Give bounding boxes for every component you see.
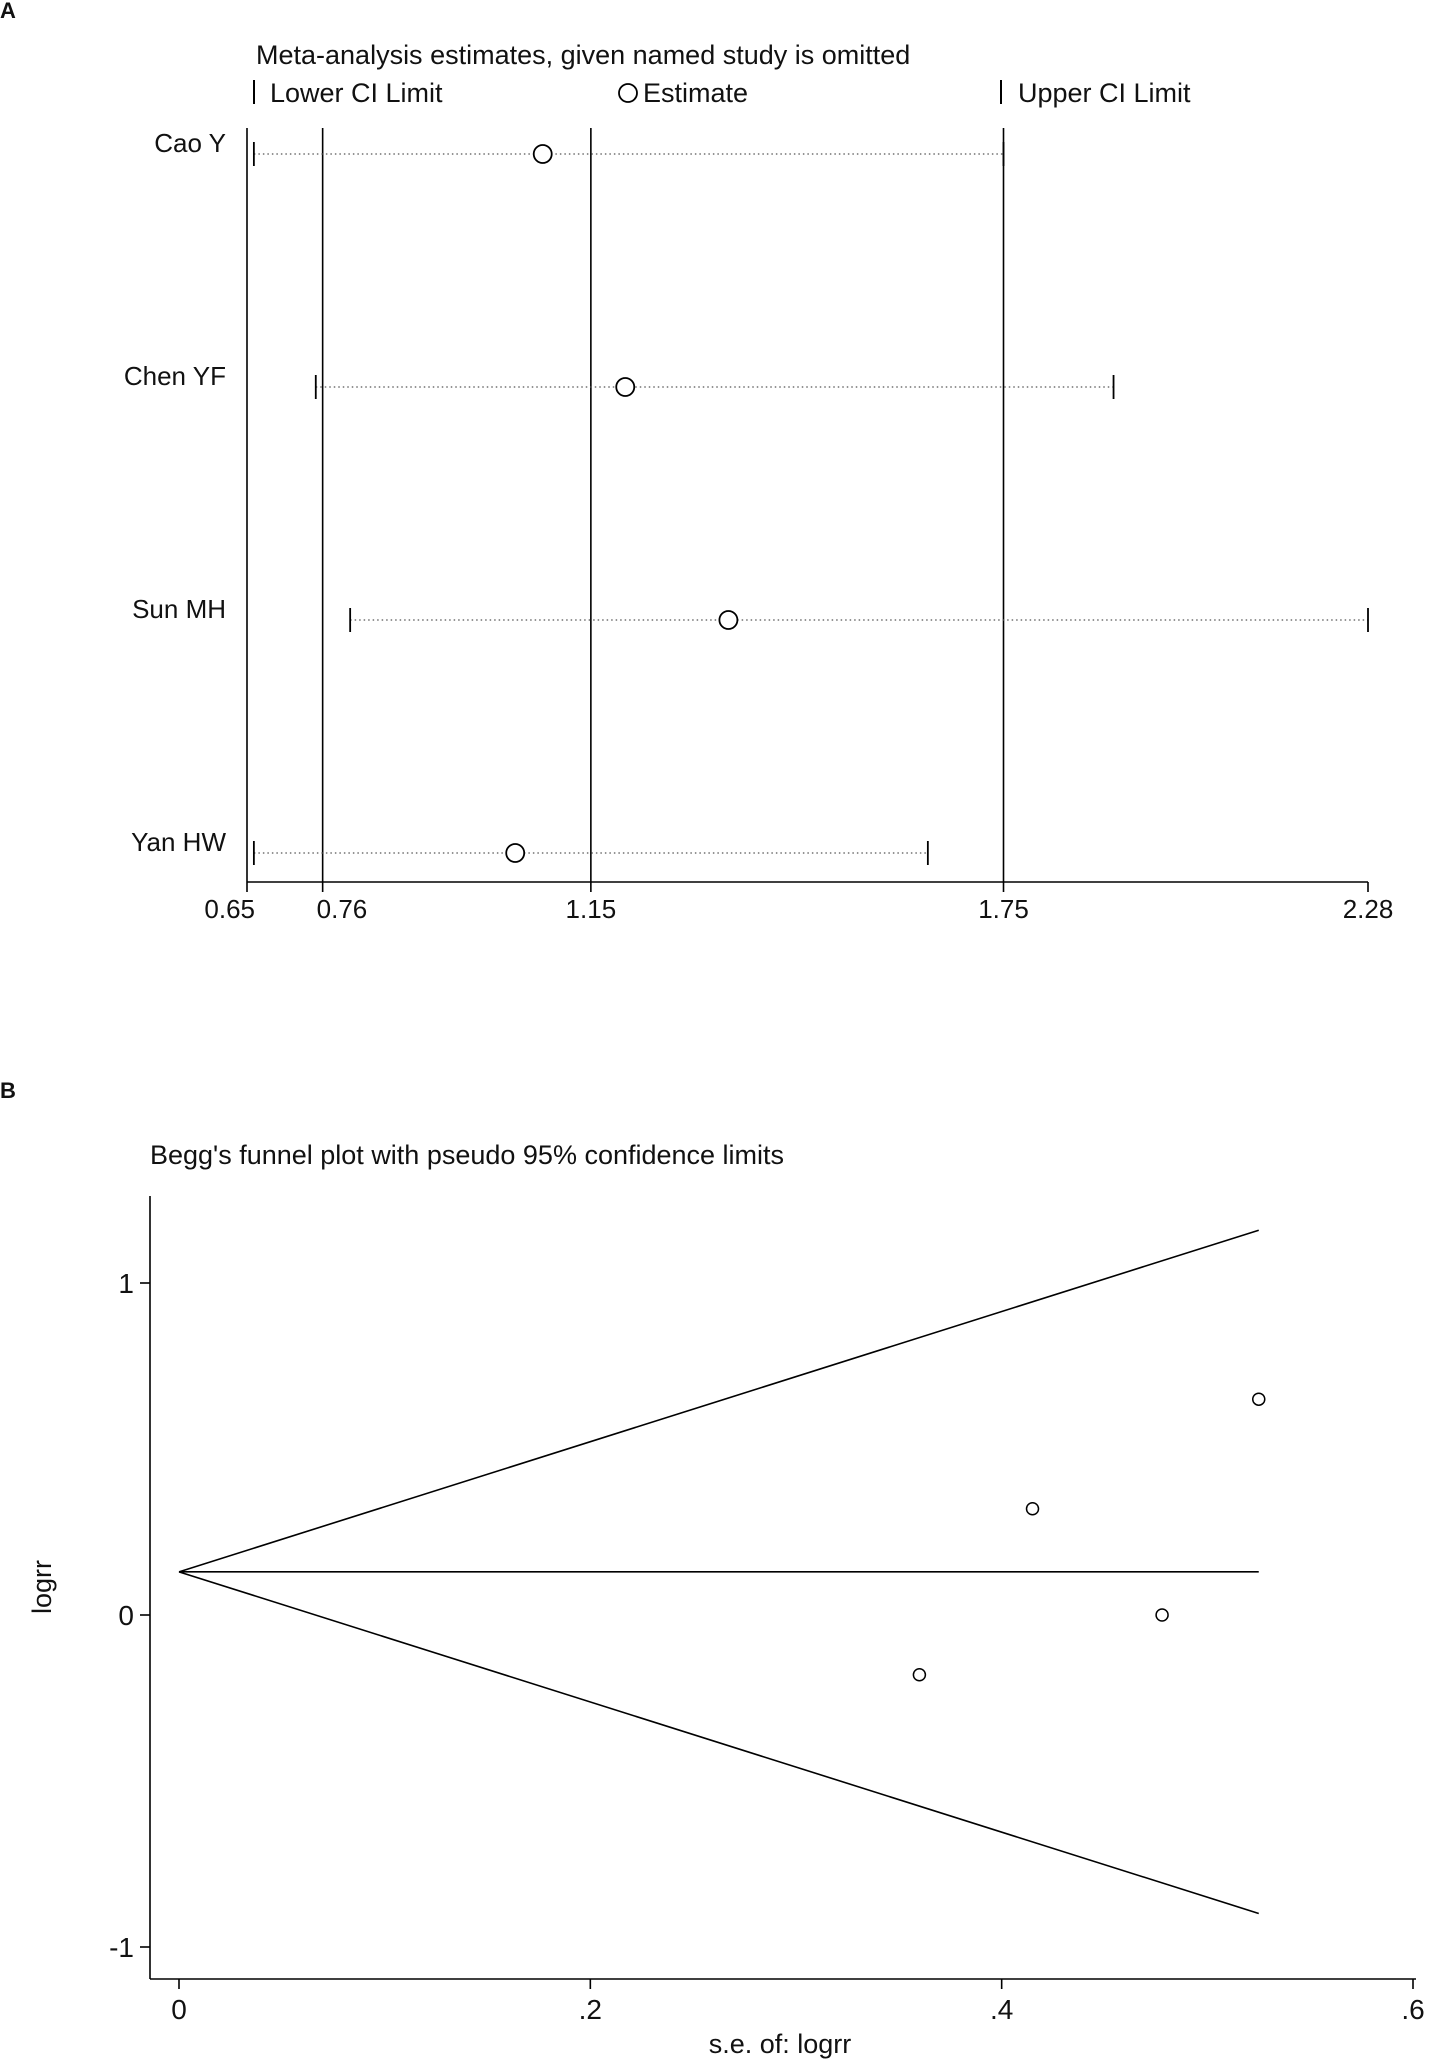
study-label: Sun MH [132, 594, 226, 624]
legend-upper-label: Upper CI Limit [1018, 78, 1191, 108]
y-tick-label: 0 [118, 1600, 134, 1631]
study-point [912, 1668, 927, 1682]
y-tick-label: -1 [109, 1932, 134, 1963]
panel-a-label: A [0, 0, 16, 23]
funnel-plot: Begg's funnel plot with pseudo 95% confi… [27, 1140, 1425, 2059]
x-tick-label: .6 [1401, 1994, 1424, 2025]
funnel-y-axis-label: logrr [27, 1560, 57, 1614]
estimate-marker [615, 377, 636, 397]
estimate-marker [718, 610, 739, 630]
upper-pseudo-ci-limit [178, 1229, 1259, 1573]
study-point [1252, 1392, 1266, 1406]
study-label: Cao Y [154, 128, 226, 158]
y-tick-label: 1 [118, 1268, 134, 1299]
funnel-plot-title: Begg's funnel plot with pseudo 95% confi… [150, 1140, 784, 1170]
study-point [1155, 1608, 1169, 1622]
x-tick-label: 0.65 [204, 894, 255, 924]
estimate-marker [505, 843, 526, 863]
estimate-marker [532, 144, 553, 164]
x-tick-label: .2 [579, 1994, 602, 2025]
study-label: Yan HW [131, 827, 226, 857]
panel-b-label: B [0, 1078, 16, 1103]
lower-pseudo-ci-limit [178, 1571, 1259, 1915]
influence-plot: Meta-analysis estimates, given named stu… [124, 40, 1394, 924]
study-point [1025, 1502, 1040, 1516]
x-tick-label: 0 [171, 1994, 187, 2025]
x-tick-label: 1.75 [978, 894, 1029, 924]
influence-plot-title: Meta-analysis estimates, given named stu… [256, 40, 910, 70]
legend-estimate-label: Estimate [643, 78, 748, 108]
x-tick-label: 1.15 [566, 894, 617, 924]
x-tick-label: 0.76 [317, 894, 368, 924]
legend-estimate-marker [618, 83, 638, 103]
x-tick-label: 2.28 [1343, 894, 1394, 924]
funnel-x-axis-label: s.e. of: logrr [709, 2029, 852, 2059]
legend-lower-label: Lower CI Limit [270, 78, 443, 108]
study-label: Chen YF [124, 361, 226, 391]
x-tick-label: .4 [990, 1994, 1013, 2025]
